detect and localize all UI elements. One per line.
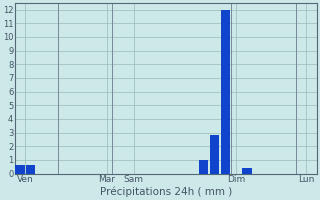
Bar: [199, 160, 208, 174]
Bar: [210, 135, 219, 174]
Bar: [15, 165, 25, 174]
Bar: [221, 10, 230, 174]
X-axis label: Précipitations 24h ( mm ): Précipitations 24h ( mm ): [100, 187, 232, 197]
Bar: [242, 168, 252, 174]
Bar: [26, 165, 36, 174]
